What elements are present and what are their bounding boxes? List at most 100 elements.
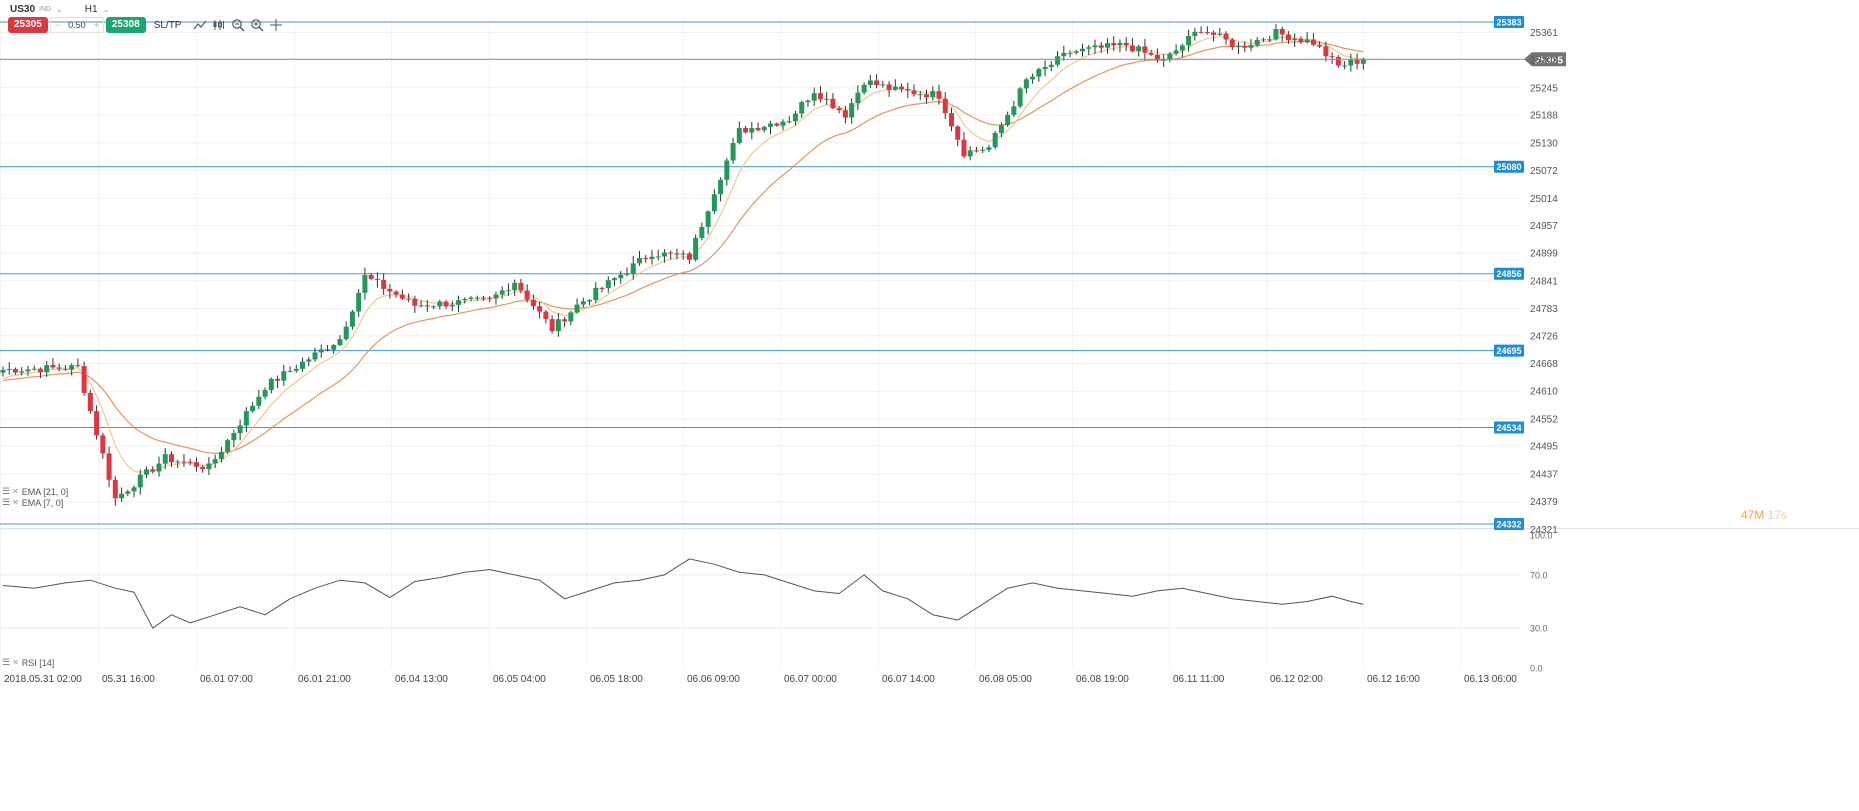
candle: [349, 309, 355, 330]
candle-body: [287, 370, 293, 372]
candle-body: [37, 368, 43, 373]
quantity-value[interactable]: 0.50: [68, 20, 86, 30]
candle-body: [674, 253, 680, 255]
symbol-name[interactable]: US30: [10, 3, 36, 15]
candle: [568, 310, 574, 326]
level-badge[interactable]: 24695: [1494, 344, 1524, 357]
timeframe-chevron-down-icon[interactable]: ⌄: [102, 4, 110, 14]
candle-body: [1298, 38, 1304, 43]
level-badge[interactable]: 24534: [1494, 421, 1524, 434]
candle: [1217, 28, 1223, 36]
candle: [181, 454, 187, 467]
crosshair-icon[interactable]: [269, 18, 283, 32]
candlestick-icon[interactable]: [212, 18, 226, 32]
candle: [368, 272, 374, 280]
candle: [780, 119, 786, 131]
candle-body: [243, 411, 249, 426]
rsi-indicator-label[interactable]: ☰ ✕ RSI [14]: [2, 657, 54, 668]
candle-body: [181, 461, 187, 463]
candle: [624, 267, 630, 277]
drag-handle-icon[interactable]: ☰: [2, 497, 11, 507]
ema21-indicator-label[interactable]: ☰ ✕ EMA [21, 0]: [2, 486, 68, 497]
candle: [580, 297, 586, 308]
line-chart-icon[interactable]: [193, 18, 207, 32]
candle: [1285, 31, 1291, 44]
candle-body: [1129, 45, 1135, 52]
increase-quantity-button[interactable]: +: [93, 20, 99, 30]
level-badge[interactable]: 24332: [1494, 518, 1524, 531]
candle-body: [649, 256, 655, 260]
candle: [730, 137, 736, 165]
candle-body: [100, 435, 106, 454]
candle-body: [555, 319, 561, 332]
candle-body: [911, 90, 917, 95]
candle: [799, 100, 805, 118]
x-tick-label: 06.05 18:00: [590, 674, 643, 685]
close-icon[interactable]: ✕: [12, 487, 19, 496]
candle: [293, 364, 299, 373]
candle: [1242, 41, 1248, 53]
x-tick-label: 06.07 14:00: [882, 674, 935, 685]
candle: [892, 79, 898, 91]
candle-body: [530, 299, 536, 307]
candle-body: [206, 463, 212, 470]
candle: [1036, 67, 1042, 82]
sltp-button[interactable]: SL/TP: [153, 19, 182, 31]
candle-body: [268, 378, 274, 391]
quantity-stepper[interactable]: − 0.50 +: [49, 17, 104, 33]
candle-body: [25, 369, 31, 372]
candle: [749, 122, 755, 140]
chevron-down-icon[interactable]: ⌄: [56, 4, 63, 14]
candle: [268, 377, 274, 394]
candle: [275, 375, 281, 389]
candle-body: [1310, 39, 1316, 45]
zoom-out-icon[interactable]: [231, 18, 245, 32]
decrease-quantity-button[interactable]: −: [54, 20, 61, 30]
drag-handle-icon[interactable]: ☰: [2, 486, 11, 496]
zoom-in-icon[interactable]: [250, 18, 264, 32]
symbol-header[interactable]: US30 IND ⌄ H1 ⌄: [10, 2, 109, 16]
candle-body: [62, 368, 68, 370]
candle-body: [150, 469, 156, 472]
candle: [1229, 37, 1235, 51]
y-axis-labels: 25361 25303 25245 25188 25130 25072 25014 24957…: [1530, 28, 1558, 536]
candle-body: [31, 368, 37, 370]
candle: [874, 74, 880, 89]
candle: [1129, 37, 1135, 53]
buy-button[interactable]: 25308: [105, 17, 146, 33]
close-icon[interactable]: ✕: [12, 498, 19, 507]
candle: [250, 401, 256, 413]
candle: [724, 157, 730, 186]
ema7-indicator-label[interactable]: ☰ ✕ EMA [7, 0]: [2, 497, 63, 508]
candle-body: [44, 365, 50, 373]
candle-body: [456, 300, 462, 305]
candle-body: [1086, 47, 1092, 49]
candle: [755, 122, 761, 132]
candle: [636, 250, 642, 266]
sell-button[interactable]: 25305: [8, 17, 48, 33]
candle-body: [19, 371, 25, 373]
level-badges[interactable]: 25383 25080 24856 24695 24534 24332: [1494, 15, 1524, 531]
timeframe-selector[interactable]: H1: [84, 3, 98, 15]
candle-body: [980, 149, 986, 151]
level-badge[interactable]: 25080: [1494, 160, 1524, 173]
candle: [824, 91, 830, 105]
candle-body: [761, 126, 767, 131]
candle-body: [817, 93, 823, 100]
level-badge[interactable]: 25383: [1494, 15, 1524, 28]
candle-body: [824, 98, 830, 100]
candle-body: [381, 279, 387, 289]
candle-body: [387, 288, 393, 292]
level-badge[interactable]: 24856: [1494, 267, 1524, 280]
close-icon[interactable]: ✕: [12, 658, 19, 667]
drag-handle-icon[interactable]: ☰: [2, 657, 11, 667]
candle-body: [144, 469, 150, 475]
candle: [1348, 53, 1354, 72]
candle-body: [449, 304, 455, 307]
candle-body: [580, 301, 586, 305]
candle: [1017, 87, 1023, 109]
candle-body: [424, 305, 430, 307]
candle: [162, 447, 168, 470]
candle-body: [156, 463, 162, 472]
